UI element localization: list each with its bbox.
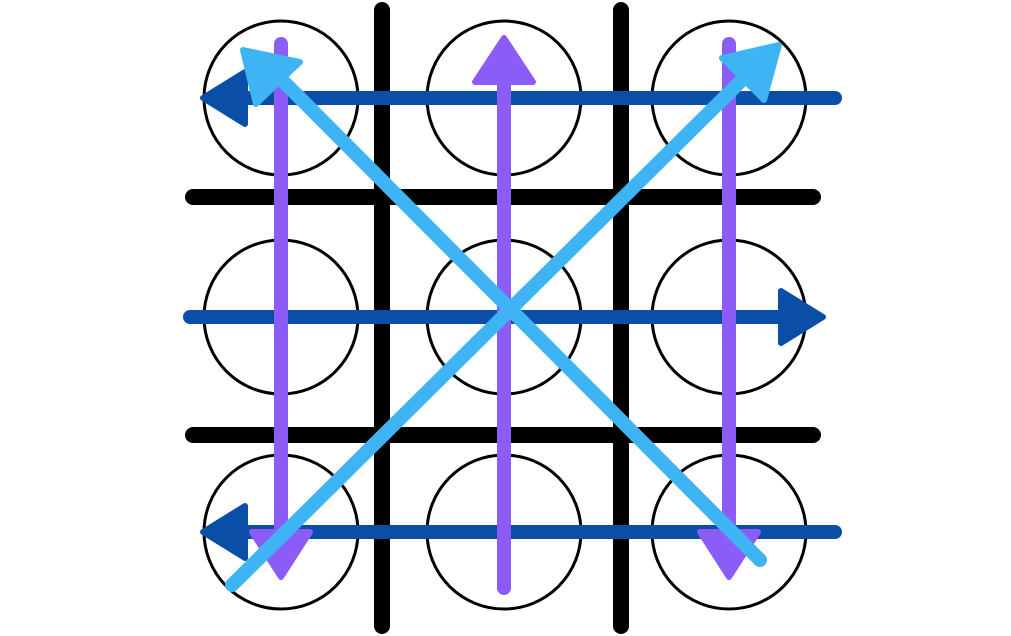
row-2-arrow [183, 288, 826, 346]
win-line-arrows [183, 35, 842, 595]
diagonal-main-arrow [240, 47, 767, 567]
column-2-arrow [472, 35, 536, 595]
diagonal-anti-arrow [225, 42, 782, 592]
